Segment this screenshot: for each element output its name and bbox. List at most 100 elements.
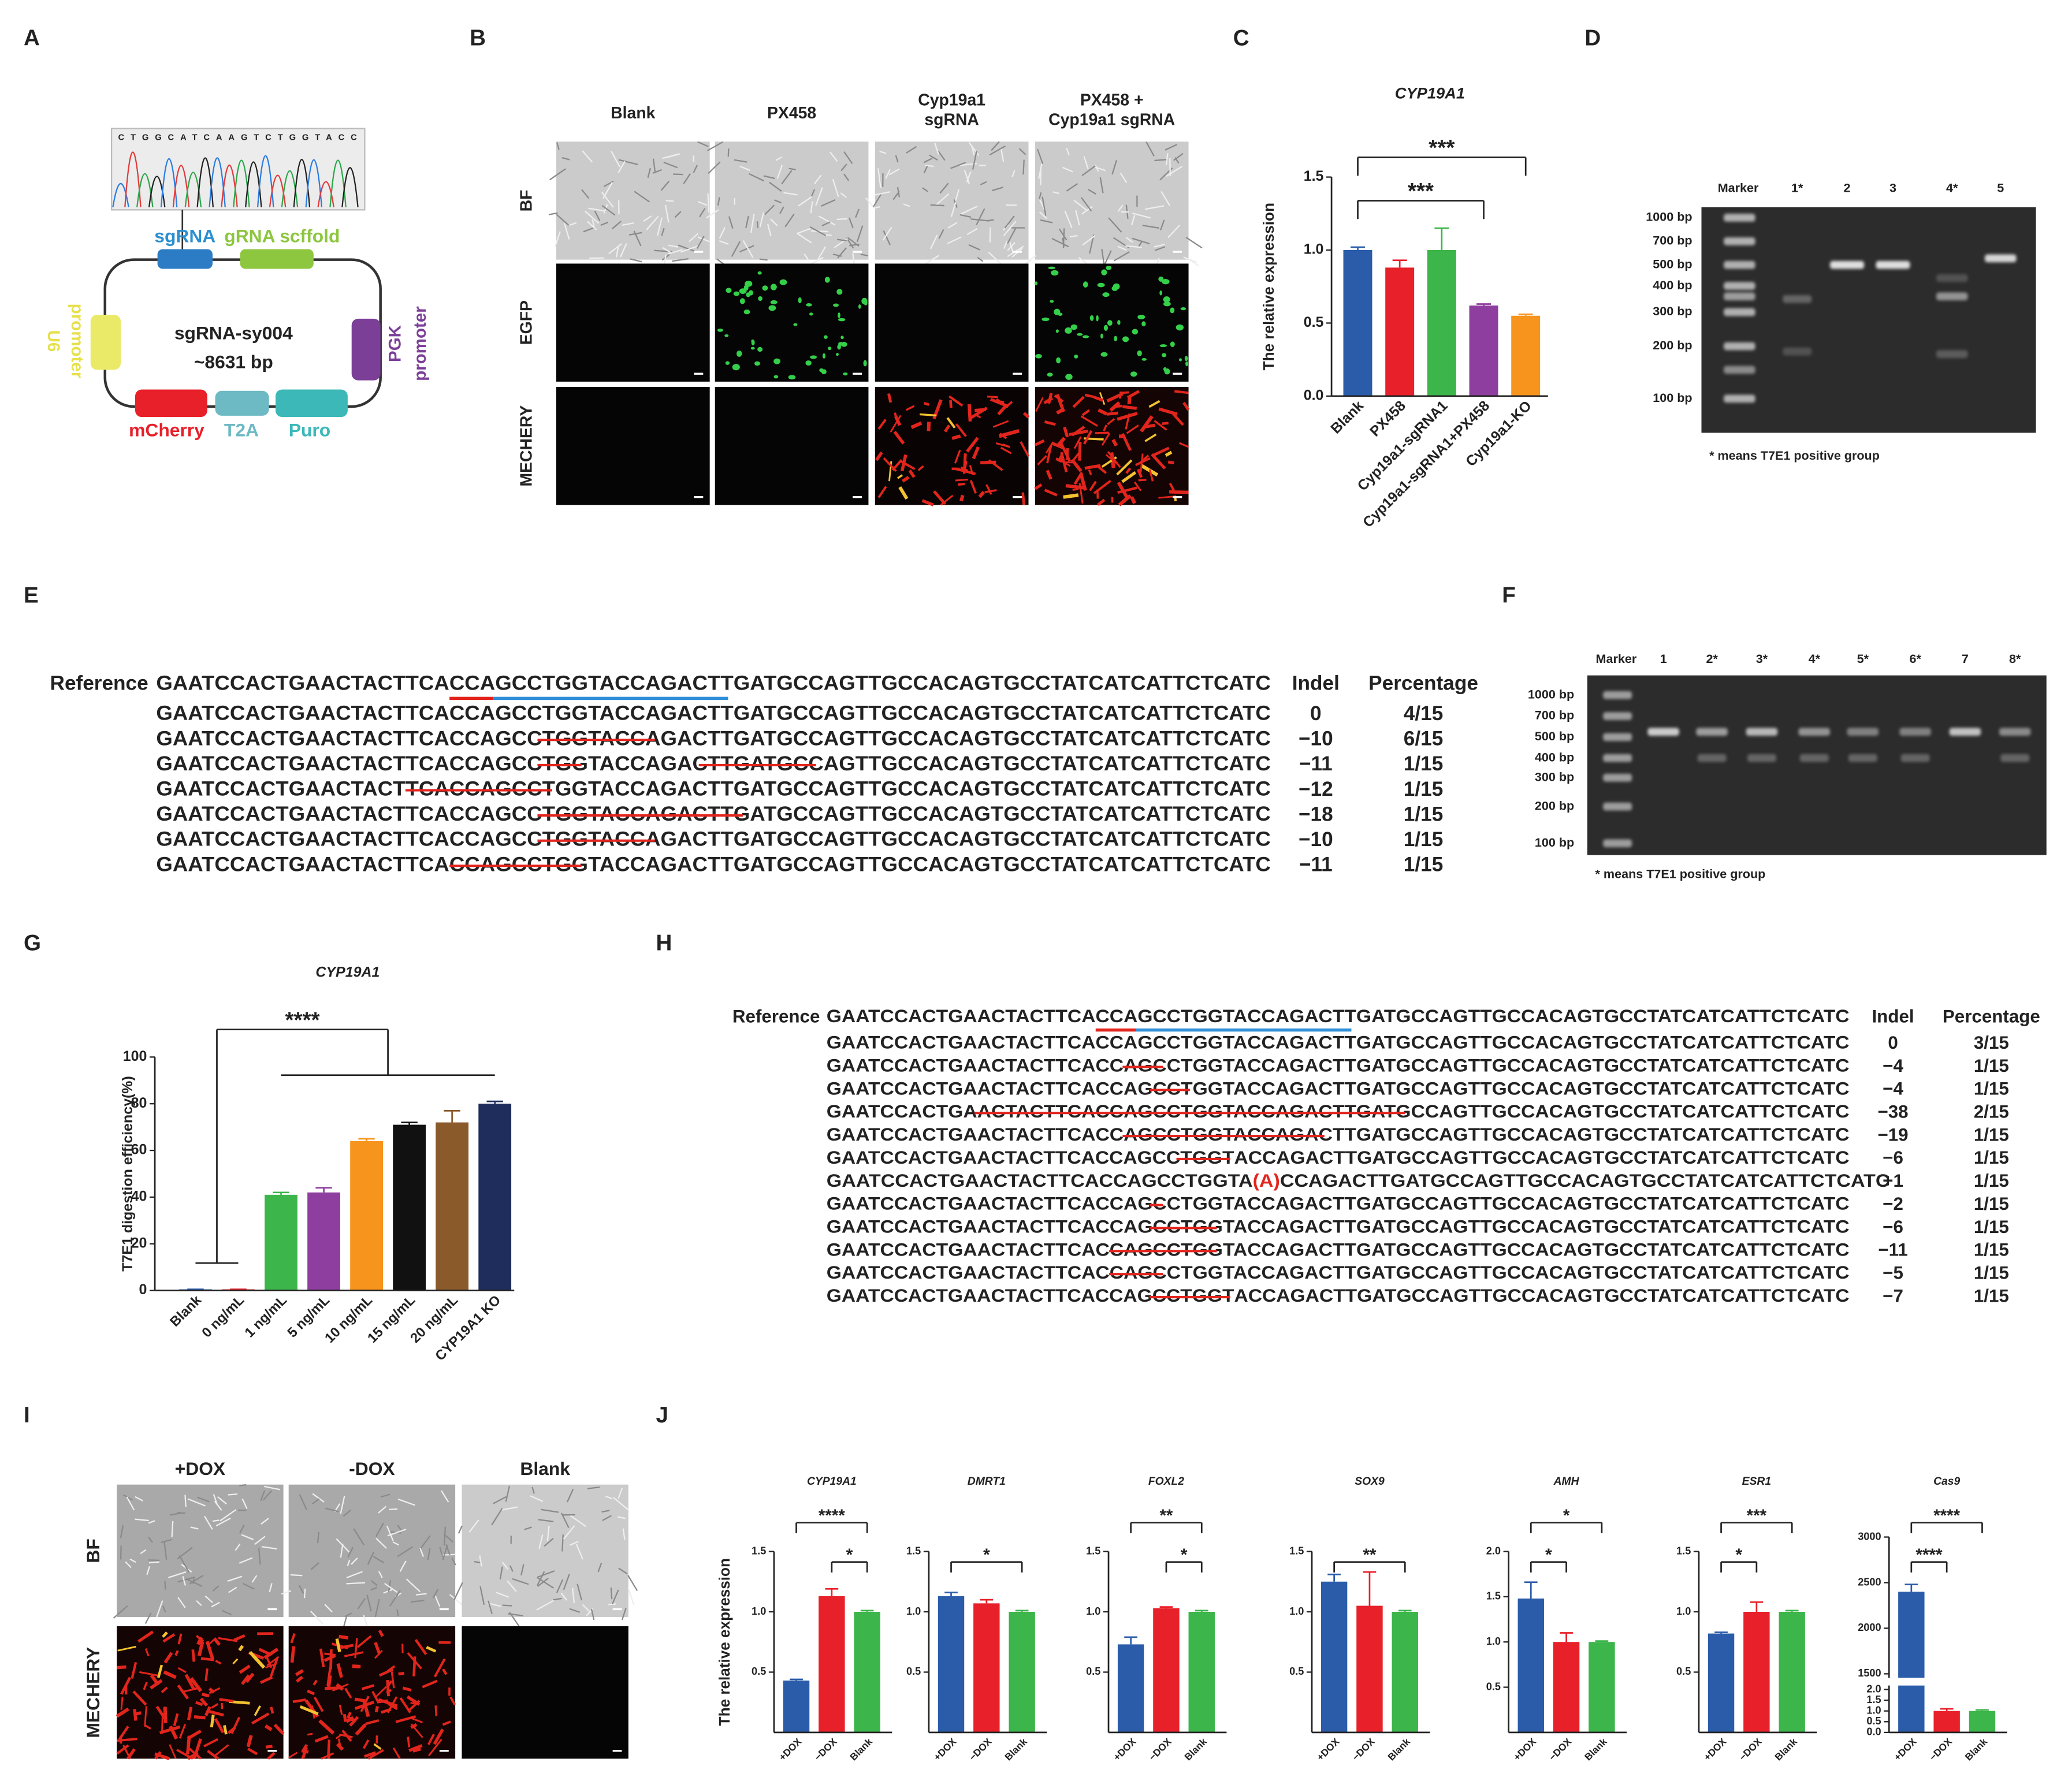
row-header: BF <box>518 190 536 212</box>
cell <box>1087 188 1096 195</box>
peak <box>209 157 226 207</box>
cell <box>921 499 934 506</box>
percentage: 3/15 <box>1974 1033 2009 1053</box>
gel-band <box>1724 308 1755 316</box>
cell <box>1088 469 1092 475</box>
cell <box>877 419 887 430</box>
scaffold-label: gRNA scffold <box>224 225 340 246</box>
cell <box>326 1667 332 1686</box>
micrograph <box>715 141 869 260</box>
cell <box>984 489 997 494</box>
sequence-segment: CAGC <box>1110 1262 1167 1283</box>
sequence-segment: GAATCCACTGAACTACTTCACC <box>827 1056 1124 1076</box>
gel-band <box>1876 260 1910 269</box>
cell <box>355 1723 367 1736</box>
micrograph <box>715 386 869 505</box>
cell <box>581 189 590 199</box>
cell <box>554 231 561 247</box>
cell <box>1182 401 1190 411</box>
cell <box>764 204 775 215</box>
mcherry-label: mCherry <box>129 420 204 441</box>
cell <box>349 1716 359 1727</box>
cell <box>727 148 730 157</box>
cell <box>392 1747 401 1760</box>
cell <box>570 1541 579 1546</box>
cell <box>806 303 812 307</box>
cell <box>906 146 917 154</box>
cell <box>449 1696 456 1705</box>
cell <box>325 1507 339 1512</box>
gel-image <box>1587 675 2047 855</box>
cell <box>195 1701 203 1707</box>
cell <box>610 1587 613 1600</box>
micrograph <box>462 1484 628 1618</box>
cell <box>1065 327 1072 334</box>
y-tick-label: 1.5 <box>1289 1545 1304 1556</box>
gel-band <box>1783 295 1812 303</box>
cell <box>724 334 729 337</box>
cell <box>605 1495 613 1500</box>
bar <box>1356 1605 1383 1733</box>
cell <box>1034 439 1045 446</box>
cell <box>1183 256 1197 263</box>
cell <box>1078 483 1084 504</box>
cell <box>232 1658 239 1665</box>
row-header: MECHERY <box>518 405 536 487</box>
cell <box>781 170 793 185</box>
cell <box>208 1687 215 1694</box>
cell <box>399 1560 407 1572</box>
significance-label: **** <box>285 1008 320 1033</box>
cell <box>1113 404 1123 408</box>
sequence-segment: GAATCCACTGAACTACTTCACCAGCCTGGTACCAGACTTG… <box>156 702 1271 725</box>
panel-label: A <box>24 25 40 50</box>
cell <box>1170 307 1175 314</box>
panel-label: G <box>24 930 41 955</box>
cell <box>1101 269 1107 275</box>
cell <box>374 1642 381 1655</box>
cell <box>950 202 957 217</box>
cell <box>832 254 842 257</box>
cell <box>411 1600 425 1603</box>
cell <box>1079 473 1087 491</box>
cell <box>1133 481 1142 491</box>
chart-title: ESR1 <box>1742 1476 1771 1488</box>
cell <box>1050 270 1059 276</box>
cell <box>798 196 812 207</box>
cell <box>1045 441 1054 454</box>
cell <box>959 214 972 218</box>
lane-label: 2 <box>1844 181 1851 195</box>
cell <box>560 1592 568 1601</box>
cell <box>1185 237 1203 249</box>
cell <box>1018 148 1026 155</box>
significance-label: * <box>1563 1506 1570 1525</box>
percentage: 1/15 <box>1404 752 1443 775</box>
cell <box>269 1583 273 1593</box>
cell <box>1007 242 1016 251</box>
cell <box>319 1648 325 1668</box>
mcherry-box <box>135 389 207 418</box>
cell <box>344 1651 364 1657</box>
cell <box>989 227 991 243</box>
cell <box>144 1612 152 1624</box>
sequence-segment: GAATCCACTGAACTACTTCACCAGCC <box>827 1148 1180 1168</box>
cell <box>627 1575 638 1591</box>
gel-band <box>1724 282 1755 290</box>
cell <box>810 201 813 214</box>
y-tick-label: 60 <box>131 1142 147 1158</box>
cell <box>1083 430 1093 445</box>
cell <box>1178 442 1189 448</box>
y-tick-label: 1.0 <box>1304 241 1324 258</box>
gel-note: * means T7E1 positive group <box>1709 448 1880 463</box>
cell <box>546 1525 550 1541</box>
cell <box>1144 433 1157 442</box>
percentage: 1/15 <box>1974 1148 2009 1168</box>
cell <box>898 486 909 500</box>
cell <box>885 169 891 179</box>
cell <box>893 430 905 445</box>
cell <box>311 1498 320 1505</box>
bar <box>819 1596 845 1733</box>
cell <box>422 1679 438 1689</box>
sequence-segment: CCT <box>1153 1079 1193 1099</box>
